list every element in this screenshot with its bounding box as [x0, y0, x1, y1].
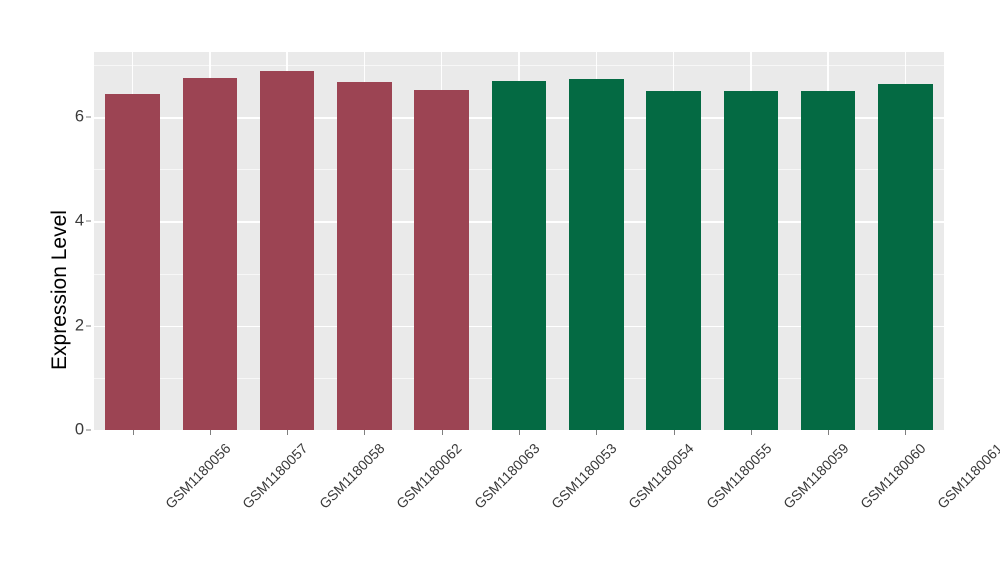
bar	[337, 81, 392, 430]
x-tick-mark	[132, 430, 134, 435]
x-tick-mark	[209, 430, 211, 435]
x-tick-label-text: GSM1180063	[470, 440, 543, 512]
x-tick-label-text: GSM1180058	[316, 440, 388, 512]
x-tick-label: GSM1180053	[548, 440, 620, 512]
x-tick-label: GSM1180057	[239, 440, 311, 512]
x-tick-mark	[750, 430, 752, 435]
x-tick-label: GSM1180054	[625, 440, 697, 512]
bar	[414, 90, 469, 430]
bar	[723, 90, 779, 430]
y-tick-mark	[86, 116, 91, 118]
x-tick-label-text: GSM1180057	[238, 440, 311, 512]
x-tick-label-text: GSM1180060	[857, 440, 929, 512]
bar	[569, 78, 624, 430]
x-tick-mark	[287, 430, 289, 435]
y-tick-label: 2	[74, 316, 84, 335]
x-tick-label: GSM1180056	[162, 440, 234, 512]
bar	[491, 80, 547, 430]
x-tick-label-text: GSM1180053	[548, 440, 620, 512]
x-tick-label: GSM1180062	[393, 440, 465, 512]
x-tick-mark	[673, 430, 675, 435]
plot-panel	[94, 52, 944, 430]
x-tick-label: GSM1180063	[471, 440, 543, 512]
bar	[259, 71, 315, 430]
y-tick-label: 4	[74, 211, 84, 230]
bar	[105, 93, 160, 430]
x-tick-mark	[364, 430, 366, 435]
x-tick-label-text: GSM1180059	[779, 440, 852, 512]
y-tick-label: 0	[74, 420, 84, 439]
y-tick-label: 6	[74, 107, 84, 126]
x-tick-label: GSM1180060	[857, 440, 929, 512]
x-tick-label-text: GSM1180056	[161, 440, 234, 512]
x-tick-mark	[905, 430, 907, 435]
x-tick-mark	[441, 430, 443, 435]
y-tick-mark	[86, 429, 91, 431]
bar	[878, 84, 933, 430]
x-tick-label-text: GSM1180055	[702, 440, 775, 512]
x-tick-label: GSM1180055	[703, 440, 775, 512]
x-tick-label: GSM1180059	[780, 440, 852, 512]
x-tick-label: GSM1180061	[934, 440, 1000, 512]
x-tick-label-text: GSM1180054	[625, 440, 697, 512]
bar	[646, 91, 701, 430]
y-axis-tick-labels: 0 2 4 6	[62, 0, 84, 580]
x-tick-mark	[519, 430, 520, 435]
bar	[182, 78, 238, 430]
y-tick-mark	[86, 325, 91, 327]
x-tick-label-text: GSM1180061	[934, 440, 1000, 512]
x-tick-mark	[828, 430, 830, 435]
bar	[800, 90, 856, 430]
x-tick-label-text: GSM1180062	[393, 440, 466, 512]
y-tick-mark	[86, 220, 91, 222]
x-tick-mark	[596, 430, 598, 435]
x-tick-label: GSM1180058	[316, 440, 388, 512]
